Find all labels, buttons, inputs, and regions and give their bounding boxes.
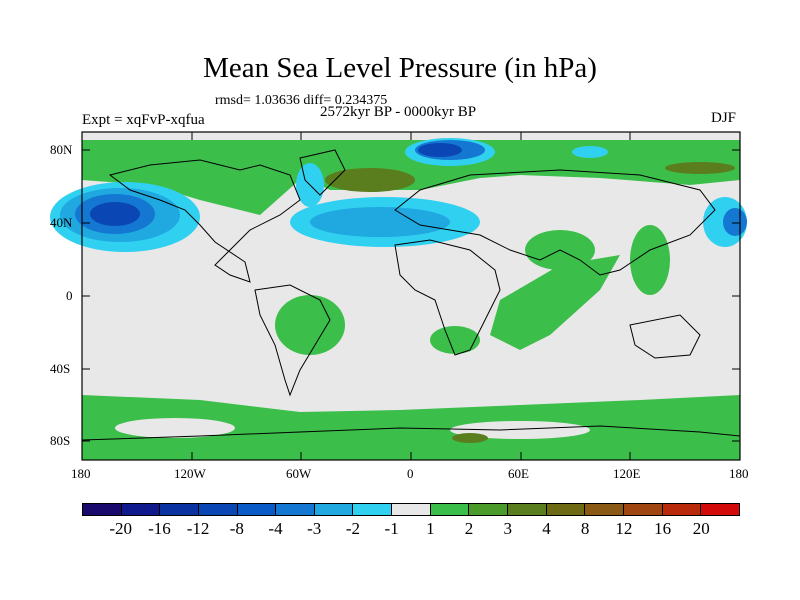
colorbar-label: -8 [229, 519, 244, 538]
lat-label-0: 0 [66, 288, 73, 303]
colorbar-label: -16 [148, 519, 171, 538]
colorbar-label: 8 [580, 519, 590, 538]
southern-ocean-positive [82, 395, 740, 460]
lat-label-80s: 80S [50, 433, 71, 448]
map-title: Mean Sea Level Pressure (in hPa) [203, 52, 597, 84]
lon-label-0: 0 [407, 466, 414, 481]
north-america-coast [108, 159, 301, 283]
colorbar-cell [469, 504, 509, 515]
colorbar-label: -2 [345, 519, 361, 538]
period-label: 2572kyr BP - 0000kyr BP [320, 104, 477, 120]
colorbar-cell [314, 504, 354, 515]
colorbar-cell [121, 504, 161, 515]
colorbar-label: 16 [654, 519, 672, 538]
colorbar-label: 3 [503, 519, 513, 538]
lon-label-180e: 180 [729, 466, 749, 481]
eurasia-brown-patch [325, 168, 415, 192]
lon-label-120e: 120E [613, 466, 641, 481]
colorbar-cell [430, 504, 470, 515]
antarctica-coast [81, 425, 741, 441]
atlantic-negative-inner [310, 207, 450, 237]
rmsd-diff-stats: rmsd= 1.03636 diff= 0.234375 [215, 93, 388, 108]
colorbar-label: -1 [384, 519, 399, 538]
south-america-positive [275, 295, 345, 355]
colorbar-cell [237, 504, 277, 515]
colorbar-label: -12 [186, 519, 210, 538]
south-africa-positive [430, 326, 480, 354]
colorbar-cell [353, 504, 393, 515]
southern-ocean-brown [452, 433, 488, 443]
africa-coast [394, 239, 501, 356]
greenland-coast [299, 149, 346, 196]
lat-label-80n: 80N [50, 142, 73, 157]
lon-label-60w: 60W [286, 466, 312, 481]
colorbar-cell [546, 504, 586, 515]
arctic-positive-west [82, 140, 305, 215]
colorbar [82, 503, 740, 516]
colorbar-label: 12 [615, 519, 633, 538]
colorbar-cell [392, 504, 431, 515]
colorbar-cell [198, 504, 238, 515]
colorbar-cell [701, 504, 739, 515]
colorbar-cell [276, 504, 315, 515]
south-america-coast [254, 284, 331, 397]
colorbar-label: 2 [464, 519, 474, 538]
colorbar-cell [623, 504, 663, 515]
colorbar-cell [508, 504, 547, 515]
lat-label-40n: 40N [50, 215, 73, 230]
north-pacific-negative-core [90, 202, 140, 226]
colorbar-cell [662, 504, 702, 515]
siberia-negative [572, 146, 608, 158]
australia-coast [629, 314, 701, 359]
experiment-label: Expt = xqFvP-xqfua [82, 112, 205, 128]
coastlines [81, 149, 741, 441]
lat-label-40s: 40S [50, 361, 71, 376]
lon-label-60e: 60E [508, 466, 529, 481]
anomaly-shading [50, 138, 747, 460]
southern-ocean-gap-1 [115, 418, 235, 438]
southern-ocean-gap-2 [450, 421, 590, 439]
colorbar-label: -20 [109, 519, 133, 538]
indian-ocean-positive [490, 255, 620, 350]
eurasia-coast [394, 169, 716, 276]
colorbar-label: 20 [692, 519, 710, 538]
lon-label-120w: 120W [174, 466, 206, 481]
lat-tick-marks [82, 149, 740, 442]
colorbar-cell [83, 504, 122, 515]
colorbar-label: -3 [307, 519, 322, 538]
lon-tick-marks [81, 132, 631, 460]
colorbar-label: 1 [426, 519, 435, 538]
colorbar-cell [160, 504, 199, 515]
arctic-negative-core [418, 143, 462, 157]
colorbar-label: 4 [542, 519, 551, 538]
east-asia-positive [630, 225, 670, 295]
lon-label-180w: 180 [71, 466, 91, 481]
west-pacific-negative-core [723, 208, 747, 236]
season-label: DJF [711, 110, 737, 126]
colorbar-cell [585, 504, 624, 515]
siberia-brown-patch [665, 162, 735, 174]
colorbar-label: -4 [268, 519, 283, 538]
